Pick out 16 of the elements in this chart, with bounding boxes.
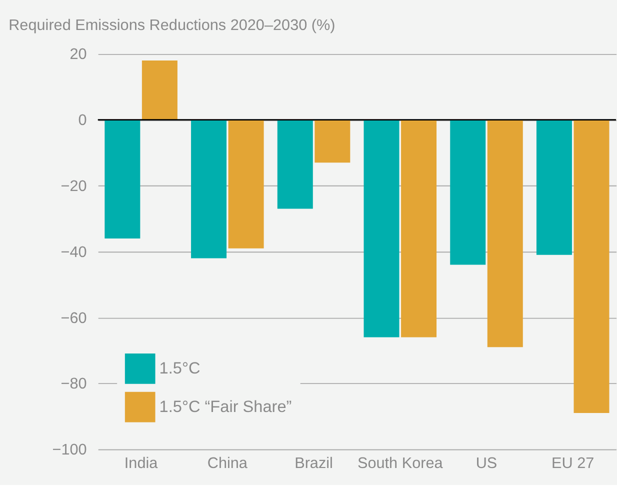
chart-title: Required Emissions Reductions 2020–2030 (%) [8,16,336,34]
legend-label: 1.5°C [159,359,200,378]
x-tick-label: China [207,455,248,472]
x-tick-label: South Korea [357,455,444,472]
y-tick-label: −40 [60,244,87,261]
x-tick-label: India [124,455,158,472]
x-tick-label: EU 27 [552,455,594,472]
y-tick-label: 0 [78,112,87,130]
y-tick-label: −100 [52,442,87,459]
legend-label: 1.5°C “Fair Share” [159,398,292,416]
y-tick-label: −80 [60,376,87,393]
y-tick-label: 20 [70,46,87,64]
y-tick-label: −60 [60,310,87,327]
x-tick-label: Brazil [294,455,333,472]
x-tick-label: US [476,455,498,472]
y-tick-label: −20 [60,178,87,196]
